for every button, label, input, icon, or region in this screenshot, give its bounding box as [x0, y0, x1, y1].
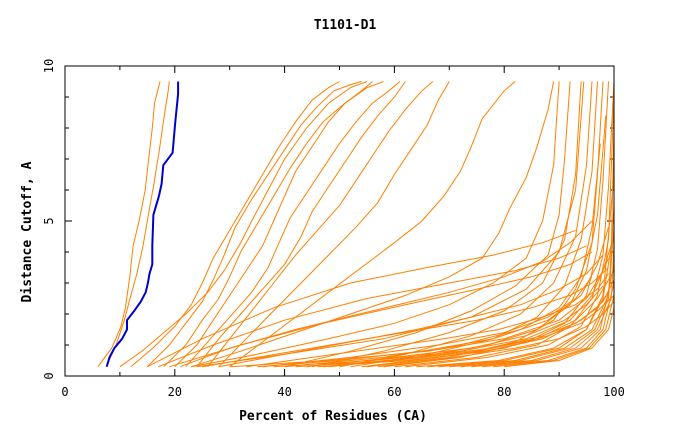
series-layer — [97, 81, 615, 368]
model-series-line — [322, 115, 607, 368]
model-series-line — [311, 81, 582, 368]
model-series-line — [306, 285, 604, 368]
model-series-line — [493, 295, 615, 368]
model-series-line — [218, 81, 450, 368]
x-tick-label: 0 — [61, 385, 68, 399]
x-axis-label: Percent of Residues (CA) — [239, 409, 427, 424]
model-series-line — [284, 81, 571, 368]
model-series-line — [246, 273, 609, 368]
y-tick-label: 5 — [42, 217, 56, 224]
model-series-line — [191, 81, 555, 368]
model-series-line — [460, 245, 615, 368]
model-series-line — [169, 251, 593, 368]
model-series-line — [130, 81, 340, 368]
x-tick-label: 80 — [497, 385, 511, 399]
model-series-line — [196, 81, 406, 368]
y-tick-label: 10 — [42, 59, 56, 73]
plot-frame — [64, 65, 615, 377]
axis-ticks: 0 20 40 60 80 100 0 5 10 — [42, 59, 625, 399]
y-axis-label: Distance Cutoff, A — [20, 161, 35, 302]
model-series-line — [185, 81, 401, 368]
model-series-line — [262, 276, 593, 368]
model-series-line — [191, 81, 560, 368]
x-tick-label: 40 — [277, 385, 291, 399]
model-series-line — [163, 81, 384, 368]
x-tick-label: 60 — [387, 385, 401, 399]
x-tick-label: 20 — [168, 385, 182, 399]
model-series-line — [504, 307, 615, 368]
model-series-line — [273, 257, 609, 368]
model-series-line — [482, 282, 615, 368]
model-series-line — [427, 174, 615, 368]
model-series-line — [147, 229, 576, 368]
model-series-line — [174, 81, 373, 368]
model-series-line — [394, 81, 615, 368]
model-series-line — [377, 301, 615, 368]
model-series-line — [105, 81, 170, 367]
model-series-line — [471, 264, 615, 368]
y-tick-label: 0 — [42, 372, 56, 379]
model-series-line — [317, 279, 615, 368]
model-series-line — [119, 81, 368, 368]
model-series-line — [284, 143, 601, 368]
chart-title: T1101-D1 — [314, 18, 377, 33]
model-series-line — [207, 81, 434, 368]
model-series-line — [202, 267, 609, 368]
x-tick-label: 100 — [603, 385, 625, 399]
model-series-line — [97, 81, 161, 367]
model-series-line — [196, 81, 585, 368]
highlight-series-line — [105, 81, 180, 367]
model-series-line — [361, 295, 615, 368]
model-series-line — [146, 81, 362, 368]
